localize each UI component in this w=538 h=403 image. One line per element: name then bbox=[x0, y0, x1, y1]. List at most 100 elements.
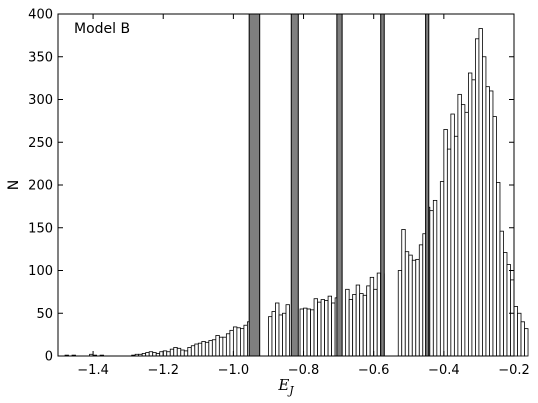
histogram-bar bbox=[239, 328, 245, 357]
x-tick-label: −0.4 bbox=[428, 363, 460, 378]
histogram-bar bbox=[418, 244, 424, 357]
histogram-bar bbox=[453, 135, 459, 357]
histogram-bar bbox=[464, 111, 469, 357]
x-axis-label: EJ bbox=[277, 376, 294, 397]
histogram-bar bbox=[317, 301, 322, 357]
histogram-bar bbox=[169, 348, 175, 357]
histogram-bar bbox=[243, 324, 248, 357]
histogram-bar bbox=[159, 351, 164, 357]
x-tick-label: −1.2 bbox=[147, 363, 179, 378]
histogram-bar bbox=[439, 181, 445, 357]
histogram-bar bbox=[359, 293, 364, 357]
histogram-bar bbox=[485, 86, 490, 357]
histogram-bar bbox=[313, 298, 318, 357]
histogram-bar bbox=[183, 350, 189, 357]
y-axis-ticks: 0 50 100 150 200 250 300 350 400 bbox=[28, 8, 514, 365]
histogram-bar bbox=[194, 343, 199, 357]
histogram-bar bbox=[376, 272, 382, 357]
histogram-bar bbox=[190, 345, 196, 357]
histogram-bar bbox=[275, 302, 280, 357]
histogram-bar bbox=[324, 300, 329, 357]
y-tick-label: 100 bbox=[28, 264, 53, 279]
model-annotation: Model B bbox=[74, 21, 130, 37]
histogram-bar bbox=[331, 302, 336, 357]
histogram-bar bbox=[166, 351, 171, 357]
histogram-bar bbox=[285, 304, 290, 357]
histogram-bar bbox=[278, 314, 283, 357]
histogram-bar bbox=[197, 342, 203, 357]
histogram-bar bbox=[187, 347, 192, 357]
histogram-bar bbox=[510, 279, 515, 357]
histogram-bar bbox=[443, 129, 448, 357]
histogram-bar bbox=[229, 329, 234, 357]
histogram-bar bbox=[352, 294, 357, 357]
histogram-bar bbox=[450, 113, 455, 357]
histogram-bar bbox=[489, 90, 494, 357]
y-tick-label: 350 bbox=[28, 50, 53, 65]
histogram-bar bbox=[373, 288, 378, 357]
histogram-bar bbox=[348, 299, 354, 357]
histogram-bar bbox=[517, 312, 522, 357]
histogram-bar bbox=[173, 347, 178, 357]
y-tick-label: 50 bbox=[36, 307, 53, 322]
histogram-bar bbox=[401, 229, 406, 357]
histogram-bar bbox=[345, 288, 350, 357]
histogram-bar bbox=[499, 230, 504, 357]
histogram-bar bbox=[282, 312, 287, 357]
histogram-bar bbox=[475, 38, 480, 357]
histogram-bar bbox=[446, 148, 452, 357]
histogram-bar bbox=[457, 93, 462, 357]
histogram-bar bbox=[211, 339, 217, 357]
histogram-bar bbox=[513, 306, 518, 357]
histogram-bar bbox=[268, 316, 273, 357]
histogram-bar bbox=[520, 321, 525, 357]
histogram-bar bbox=[271, 311, 276, 357]
histogram-bar bbox=[145, 352, 150, 357]
shaded-band bbox=[336, 13, 343, 357]
x-axis-ticks: −1.4 −1.2 −1.0 −0.8 −0.6 −0.4 −0.2 bbox=[77, 14, 530, 378]
histogram-bar bbox=[415, 258, 420, 357]
shaded-band bbox=[248, 13, 261, 357]
histogram-bar bbox=[204, 341, 210, 357]
histogram-bar bbox=[306, 308, 311, 357]
histogram-bar bbox=[362, 294, 368, 357]
y-tick-label: 300 bbox=[28, 93, 53, 108]
histogram-bar bbox=[208, 340, 213, 357]
histogram-bar bbox=[369, 276, 375, 357]
histogram-bar bbox=[460, 104, 466, 357]
histogram-bar bbox=[310, 309, 315, 357]
shaded-band bbox=[425, 13, 430, 357]
y-tick-label: 400 bbox=[28, 8, 53, 23]
histogram-bar bbox=[503, 252, 508, 357]
x-axis-label-subscript: J bbox=[287, 384, 294, 397]
shaded-band bbox=[290, 13, 299, 357]
y-tick-label: 250 bbox=[28, 136, 53, 151]
histogram-bar bbox=[218, 336, 224, 357]
x-tick-label: −0.6 bbox=[358, 363, 390, 378]
y-axis-label: N bbox=[6, 180, 22, 190]
histogram-bar bbox=[404, 251, 410, 357]
histogram-bar bbox=[506, 264, 511, 357]
histogram-bar bbox=[408, 254, 413, 357]
histogram-bar bbox=[467, 72, 473, 357]
histogram-bar bbox=[320, 299, 325, 357]
histogram-bar bbox=[496, 182, 501, 357]
histogram-bar bbox=[225, 333, 231, 357]
histogram-bar bbox=[366, 285, 371, 357]
histogram-bar bbox=[152, 352, 157, 357]
x-tick-label: −1.0 bbox=[218, 363, 250, 378]
histogram-bar bbox=[471, 79, 476, 357]
histogram-bar bbox=[429, 210, 434, 357]
histogram-bar bbox=[180, 349, 185, 357]
shaded-band bbox=[380, 13, 385, 357]
histogram-bar bbox=[215, 335, 220, 357]
histogram-bar bbox=[524, 328, 529, 357]
histogram-bar bbox=[232, 326, 238, 357]
histogram-bar bbox=[236, 327, 241, 357]
histogram-bar bbox=[397, 270, 403, 357]
histogram-bar bbox=[176, 347, 182, 357]
histogram-bar bbox=[222, 336, 227, 357]
histogram-bar bbox=[148, 351, 154, 357]
y-tick-label: 200 bbox=[28, 179, 53, 194]
